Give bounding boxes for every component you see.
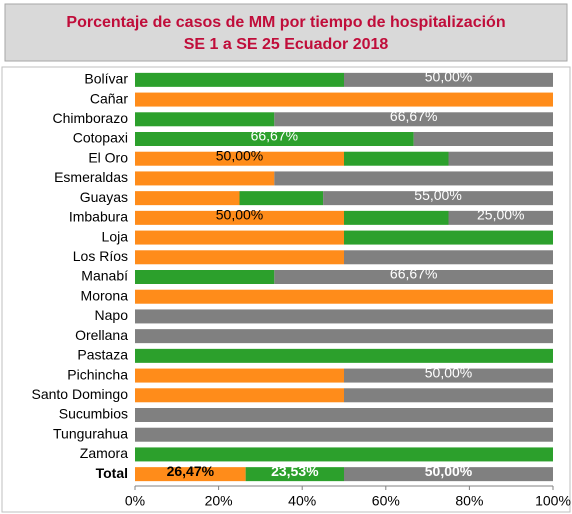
bar-segment — [344, 368, 553, 383]
bar-segment — [135, 270, 275, 284]
bar-segment — [135, 250, 344, 265]
data-label: 50,00% — [425, 463, 473, 479]
y-tick-label: Chimborazo — [53, 110, 129, 126]
bar-segment — [448, 210, 553, 225]
data-label: 50,00% — [216, 207, 263, 223]
bar-segment — [135, 171, 275, 186]
y-tick-label: Guayas — [80, 189, 128, 205]
y-tick-label: Cotopaxi — [73, 130, 128, 146]
y-tick-label: Pastaza — [77, 347, 128, 363]
title-box — [4, 3, 568, 62]
data-label: 26,47% — [167, 463, 215, 479]
bar-segment — [344, 388, 553, 403]
chart-frame — [1, 66, 571, 513]
bar-segment — [245, 467, 344, 482]
x-tick-label: 0% — [125, 493, 145, 509]
y-tick-label: Orellana — [75, 327, 128, 343]
bar-segment — [135, 388, 344, 403]
data-label: 50,00% — [425, 364, 472, 380]
bar-segment — [323, 191, 553, 206]
y-tick-label: Cañar — [90, 90, 128, 106]
bar-segment — [135, 230, 344, 245]
bar-segment — [135, 467, 246, 482]
bar-segment — [274, 112, 553, 127]
bar-segment — [135, 289, 553, 304]
bar-segment — [135, 191, 240, 206]
y-tick-label: Manabí — [81, 268, 128, 284]
data-label: 66,67% — [390, 266, 437, 282]
y-tick-label: Loja — [102, 228, 129, 244]
y-tick-label: Total — [96, 465, 128, 481]
bar-segment — [135, 112, 275, 127]
bar-segment — [135, 329, 553, 344]
x-tick-label: 40% — [288, 493, 316, 509]
bar-segment — [135, 368, 344, 383]
y-tick-label: Tungurahua — [53, 425, 128, 441]
bar-segment — [344, 151, 449, 166]
bar-segment — [135, 72, 344, 87]
y-tick-label: Bolívar — [84, 71, 128, 87]
y-tick-label: Los Ríos — [73, 248, 128, 264]
bar-segment — [344, 210, 449, 225]
x-tick-label: 100% — [535, 493, 571, 509]
y-tick-label: Zamora — [80, 445, 128, 461]
data-label: 50,00% — [216, 147, 263, 163]
bar-segment — [135, 132, 414, 146]
x-tick-label: 80% — [455, 493, 483, 509]
y-tick-label: Napo — [95, 307, 129, 323]
bar-segment — [135, 92, 553, 107]
bar-segment — [135, 427, 553, 442]
y-tick-label: El Oro — [88, 149, 128, 165]
bar-segment — [448, 151, 553, 166]
bar-segment — [135, 408, 553, 422]
bar-segment — [274, 270, 553, 284]
data-label: 66,67% — [390, 108, 437, 124]
bar-segment — [413, 132, 553, 146]
data-label: 55,00% — [414, 187, 461, 203]
bar-segment — [135, 151, 344, 166]
data-label: 50,00% — [425, 69, 472, 85]
y-tick-label: Morona — [81, 287, 129, 303]
y-tick-label: Sucumbios — [59, 406, 128, 422]
bar-segment — [344, 230, 553, 245]
bar-segment — [274, 171, 553, 186]
bar-segment — [135, 348, 553, 363]
bar-segment — [135, 210, 344, 225]
data-label: 23,53% — [271, 463, 319, 479]
x-tick-label: 60% — [372, 493, 400, 509]
y-tick-label: Imbabura — [69, 209, 128, 225]
y-tick-label: Pichincha — [67, 366, 128, 382]
bar-segment — [344, 72, 553, 87]
y-tick-label: Esmeraldas — [54, 169, 128, 185]
y-tick-label: Santo Domingo — [31, 386, 128, 402]
chart-subtitle: SE 1 a SE 25 Ecuador 2018 — [184, 36, 389, 53]
bar-segment — [239, 191, 324, 206]
chart-title: Porcentaje de casos de MM por tiempo de … — [66, 14, 505, 31]
data-label: 66,67% — [251, 128, 298, 144]
x-tick-label: 20% — [205, 493, 233, 509]
bar-segment — [344, 250, 553, 265]
bar-segment — [344, 467, 553, 482]
data-label: 25,00% — [477, 207, 524, 223]
bar-segment — [135, 447, 553, 462]
bar-segment — [135, 309, 553, 324]
